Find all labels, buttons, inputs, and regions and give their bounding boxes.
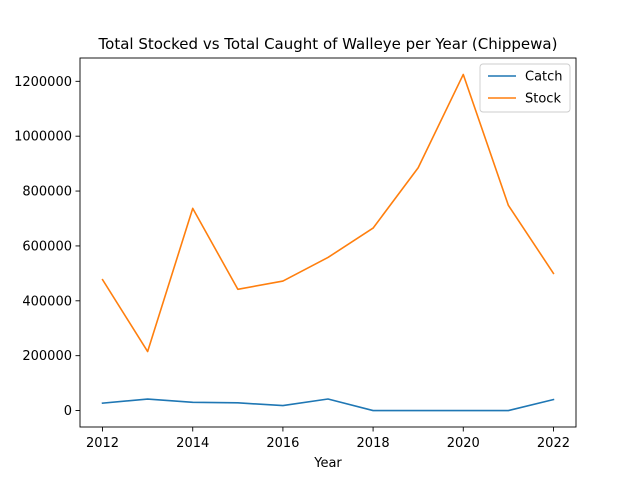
x-axis-title: Year xyxy=(313,456,342,471)
x-tick-label: 2014 xyxy=(176,436,209,451)
legend: Catch Stock xyxy=(479,63,571,113)
y-tick-label: 1200000 xyxy=(14,75,72,90)
x-tick-label: 2016 xyxy=(266,436,299,451)
x-tick-label: 2012 xyxy=(86,436,119,451)
plot-area: 2012 2014 2016 2018 2020 2022 0 200000 400000 600… xyxy=(14,57,577,451)
y-tick-label: 600000 xyxy=(22,239,72,254)
y-tick-label: 0 xyxy=(64,404,72,419)
y-tick-label: 200000 xyxy=(22,349,72,364)
series-line-stock xyxy=(101,73,555,353)
y-tick-label: 400000 xyxy=(22,294,72,309)
x-tick-label: 2020 xyxy=(447,436,480,451)
x-tick-label: 2022 xyxy=(537,436,570,451)
legend-label-catch: Catch xyxy=(525,70,563,85)
x-tick-label: 2018 xyxy=(357,436,390,451)
chart-title: Total Stocked vs Total Caught of Walleye… xyxy=(98,35,558,53)
y-tick-label: 1000000 xyxy=(14,130,72,145)
y-tick-label: 800000 xyxy=(22,185,72,200)
legend-label-stock: Stock xyxy=(525,92,561,107)
axes-frame xyxy=(79,57,577,428)
series-line-catch xyxy=(101,398,555,412)
